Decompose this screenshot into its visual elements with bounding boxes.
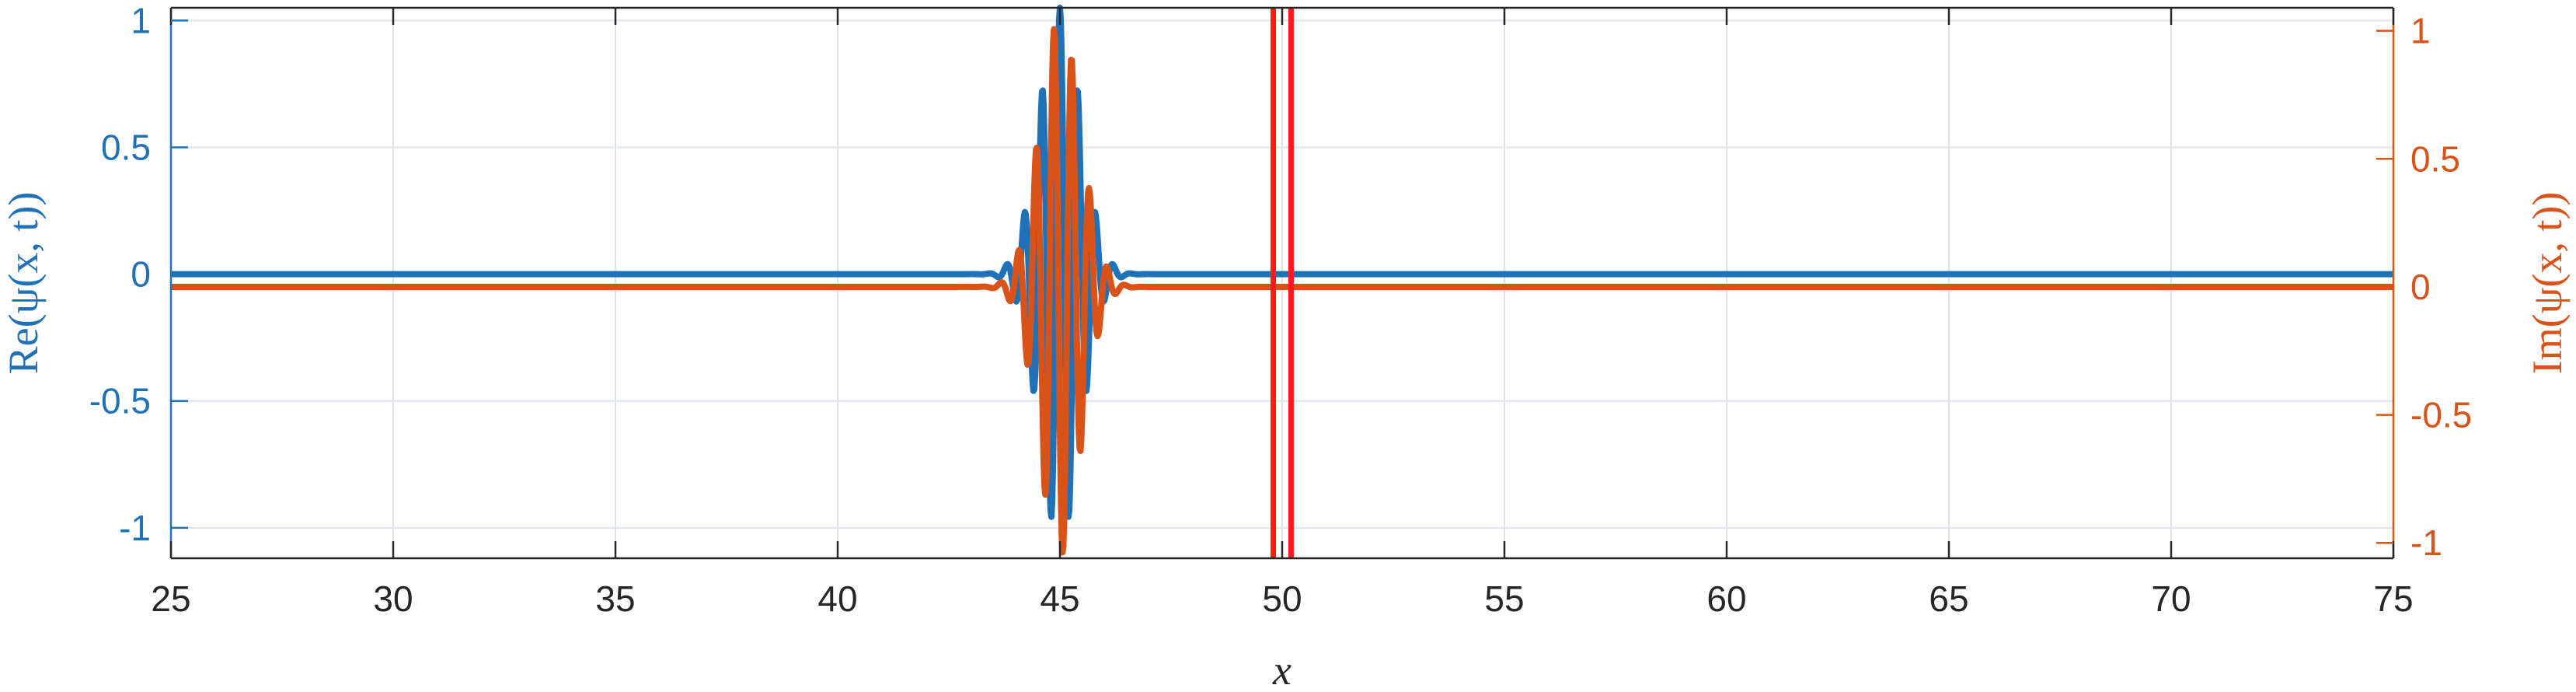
x-axis-label: x — [1272, 647, 1291, 692]
plot-lines — [169, 5, 2396, 556]
y-left-axis-label: Re(ψ(x, t)) — [0, 192, 47, 375]
x-tick-label: 25 — [151, 578, 190, 619]
y-right-axis-label: Im(ψ(x, t)) — [2524, 192, 2571, 375]
y-right-tick-label: 1 — [2410, 11, 2431, 51]
y-right-tick-label: -0.5 — [2410, 395, 2472, 435]
x-tick-label: 50 — [1262, 578, 1302, 619]
x-tick-label: 70 — [2151, 578, 2191, 619]
y-left-tick-label: 1 — [131, 0, 151, 40]
x-tick-label: 30 — [373, 578, 413, 619]
y-right-tick-label: 0 — [2410, 267, 2431, 307]
x-tick-label: 60 — [1706, 578, 1746, 619]
y-left-tick-label: 0 — [131, 254, 151, 295]
y-right-tick-label: 0.5 — [2410, 138, 2460, 179]
labels: x Re(ψ(x, t)) Im(ψ(x, t)) — [0, 192, 2571, 692]
y-left-tick-label: -0.5 — [89, 381, 151, 421]
y-left-tick-label: -1 — [119, 508, 151, 548]
x-tick-label: 55 — [1484, 578, 1524, 619]
x-tick-label: 65 — [1929, 578, 1968, 619]
x-tick-label: 40 — [817, 578, 857, 619]
x-tick-label: 35 — [595, 578, 635, 619]
x-tick-label: 75 — [2373, 578, 2413, 619]
ticks: 25 30 35 40 45 50 55 60 65 70 75 -1 -0.5 0 0.5 1 -1 -0.5 0… — [89, 0, 2473, 619]
x-tick-label: 45 — [1040, 578, 1079, 619]
series-imag-line — [169, 26, 2396, 556]
y-left-tick-label: 0.5 — [101, 127, 151, 167]
series-real-line — [169, 5, 2396, 520]
barriers — [1271, 8, 1294, 558]
y-right-tick-label: -1 — [2410, 522, 2442, 563]
